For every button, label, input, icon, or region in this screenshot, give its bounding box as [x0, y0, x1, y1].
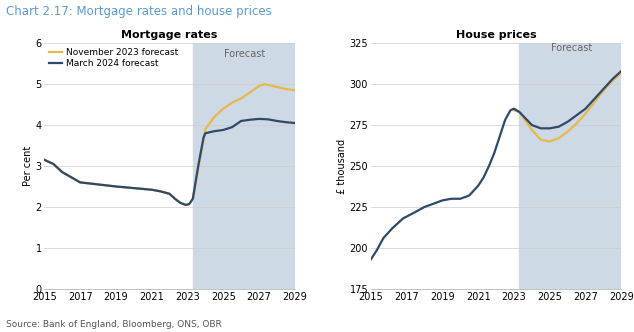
- November 2023 forecast: [76, 180, 84, 184]
- March 2024 forecast: [273, 119, 281, 123]
- November 2023 forecast: [256, 84, 263, 88]
- November 2023 forecast: [176, 201, 184, 205]
- March 2024 forecast: [49, 162, 57, 166]
- November 2023 forecast: [182, 203, 190, 207]
- March 2024 forecast: [246, 118, 254, 122]
- March 2024 forecast: [112, 185, 120, 189]
- November 2023 forecast: [49, 162, 57, 166]
- November 2023 forecast: [189, 197, 197, 201]
- Y-axis label: £ thousand: £ thousand: [337, 138, 347, 194]
- March 2024 forecast: [41, 158, 48, 162]
- March 2024 forecast: [202, 131, 209, 135]
- March 2024 forecast: [237, 119, 245, 123]
- November 2023 forecast: [58, 170, 66, 174]
- November 2023 forecast: [166, 192, 174, 196]
- Y-axis label: Per cent: Per cent: [23, 146, 32, 186]
- March 2024 forecast: [130, 186, 138, 190]
- Text: Source: Bank of England, Bloomberg, ONS, OBR: Source: Bank of England, Bloomberg, ONS,…: [6, 320, 222, 329]
- Line: November 2023 forecast: November 2023 forecast: [44, 84, 295, 205]
- March 2024 forecast: [182, 203, 190, 207]
- March 2024 forecast: [219, 128, 227, 132]
- March 2024 forecast: [210, 129, 218, 133]
- March 2024 forecast: [171, 197, 179, 201]
- March 2024 forecast: [76, 180, 84, 184]
- November 2023 forecast: [246, 90, 254, 94]
- March 2024 forecast: [264, 117, 272, 121]
- November 2023 forecast: [41, 158, 48, 162]
- Legend: November 2023 forecast, March 2024 forecast: November 2023 forecast, March 2024 forec…: [49, 48, 178, 68]
- March 2024 forecast: [121, 185, 129, 189]
- March 2024 forecast: [189, 197, 197, 201]
- November 2023 forecast: [269, 84, 277, 88]
- March 2024 forecast: [195, 164, 202, 168]
- November 2023 forecast: [94, 183, 102, 187]
- November 2023 forecast: [139, 187, 146, 191]
- November 2023 forecast: [210, 115, 218, 119]
- March 2024 forecast: [256, 117, 263, 121]
- March 2024 forecast: [94, 183, 102, 187]
- November 2023 forecast: [148, 188, 155, 192]
- Title: Mortgage rates: Mortgage rates: [121, 30, 218, 40]
- November 2023 forecast: [291, 88, 299, 92]
- November 2023 forecast: [121, 185, 129, 189]
- March 2024 forecast: [186, 202, 193, 206]
- March 2024 forecast: [139, 187, 146, 191]
- Text: Chart 2.17: Mortgage rates and house prices: Chart 2.17: Mortgage rates and house pri…: [6, 5, 272, 18]
- March 2024 forecast: [58, 170, 66, 174]
- March 2024 forecast: [176, 201, 184, 205]
- Line: March 2024 forecast: March 2024 forecast: [44, 119, 295, 205]
- March 2024 forecast: [291, 121, 299, 125]
- March 2024 forecast: [282, 120, 290, 124]
- Text: Forecast: Forecast: [550, 43, 592, 53]
- November 2023 forecast: [112, 185, 120, 189]
- November 2023 forecast: [219, 107, 227, 111]
- March 2024 forecast: [200, 135, 207, 139]
- March 2024 forecast: [148, 188, 155, 192]
- November 2023 forecast: [130, 186, 138, 190]
- March 2024 forecast: [157, 189, 164, 193]
- Text: Forecast: Forecast: [224, 49, 266, 59]
- Title: House prices: House prices: [456, 30, 536, 40]
- November 2023 forecast: [157, 189, 164, 193]
- November 2023 forecast: [202, 127, 209, 131]
- March 2024 forecast: [166, 192, 174, 196]
- November 2023 forecast: [228, 101, 236, 105]
- March 2024 forecast: [228, 125, 236, 129]
- November 2023 forecast: [282, 87, 290, 91]
- November 2023 forecast: [237, 96, 245, 100]
- November 2023 forecast: [186, 202, 193, 206]
- November 2023 forecast: [171, 197, 179, 201]
- November 2023 forecast: [261, 82, 268, 86]
- Bar: [519, 43, 621, 289]
- Bar: [193, 43, 295, 289]
